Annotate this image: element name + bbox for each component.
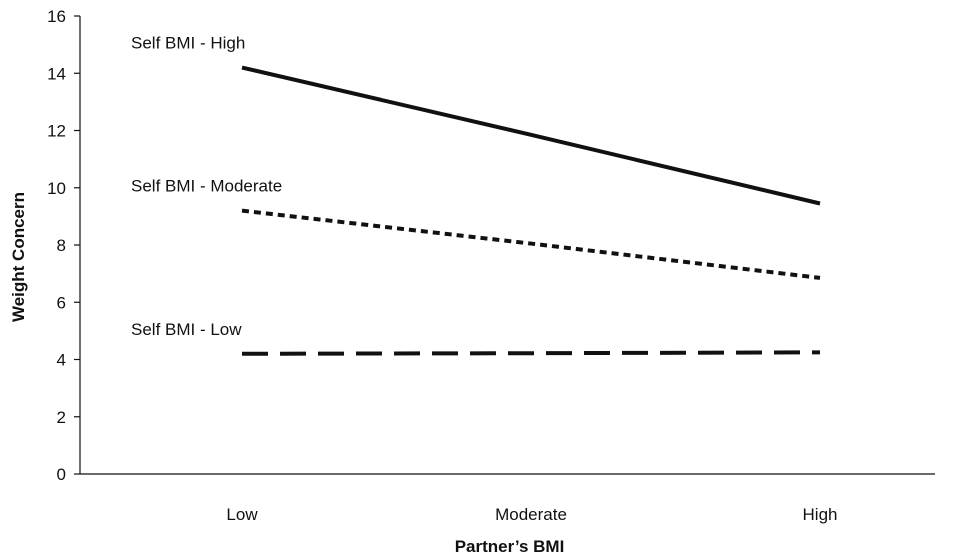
series-line-dashed	[241, 350, 821, 356]
axes	[79, 16, 935, 475]
x-ticks: Low Moderate High	[226, 505, 837, 524]
series-line-solid	[241, 65, 821, 206]
y-tick-label: 0	[57, 465, 66, 484]
series-lines	[241, 65, 821, 356]
series-label: Self BMI - Moderate	[131, 177, 282, 196]
x-tick-label: Moderate	[495, 505, 567, 524]
y-tick-label: 16	[47, 7, 66, 26]
y-tick-label: 6	[57, 293, 66, 312]
x-tick-label: High	[803, 505, 838, 524]
series-line-dotted	[241, 208, 821, 280]
y-tick-label: 2	[57, 408, 66, 427]
y-tick-label: 10	[47, 179, 66, 198]
y-tick-label: 4	[57, 351, 66, 370]
series-label: Self BMI - High	[131, 34, 245, 53]
y-ticks: 0 2 4 6 8 10 12 14 16	[47, 7, 80, 484]
x-axis-title: Partner’s BMI	[455, 537, 565, 556]
y-tick-label: 8	[57, 236, 66, 255]
y-axis-title: Weight Concern	[9, 192, 28, 322]
y-tick-label: 14	[47, 64, 66, 83]
y-tick-label: 12	[47, 122, 66, 141]
series-labels: Self BMI - High Self BMI - Moderate Self B…	[131, 34, 282, 339]
series-label: Self BMI - Low	[131, 320, 242, 339]
x-tick-label: Low	[226, 505, 258, 524]
